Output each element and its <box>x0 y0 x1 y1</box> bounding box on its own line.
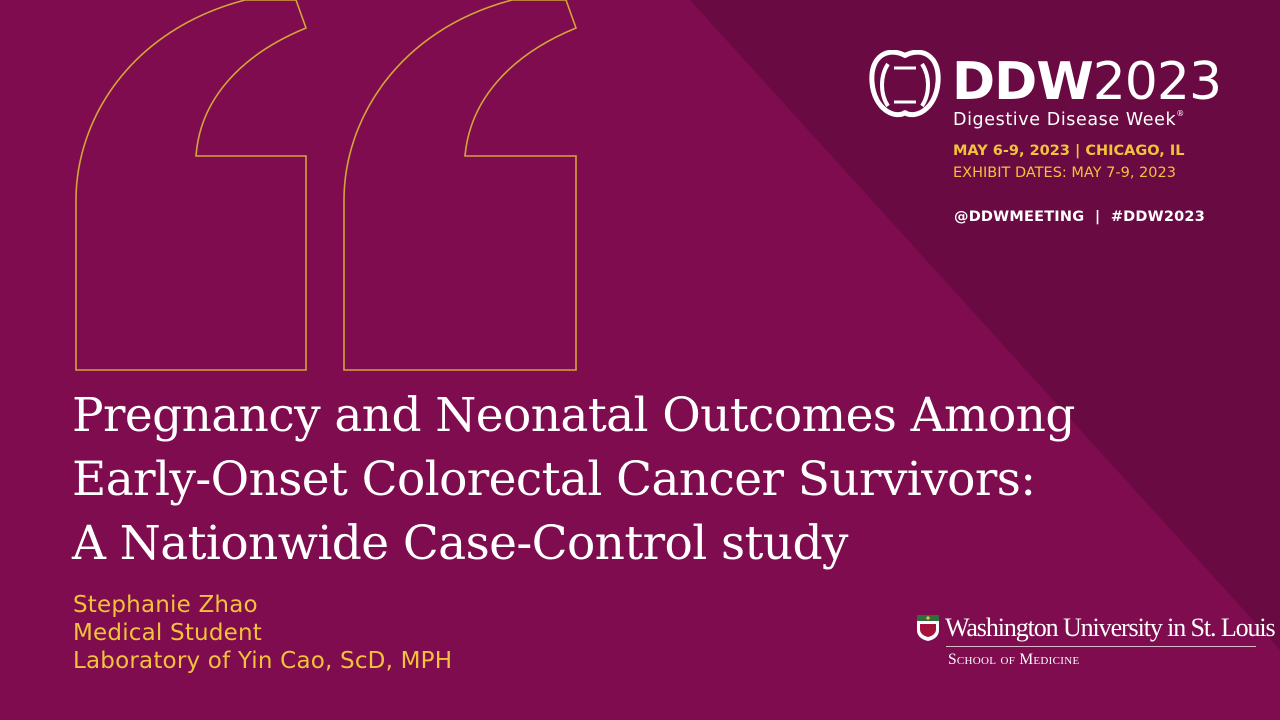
title-line: Pregnancy and Neonatal Outcomes Among <box>72 388 1075 443</box>
ddw-emblem-icon <box>869 50 941 118</box>
university-shield-icon <box>917 615 939 641</box>
social-handles: @DDWMEETING | #DDW2023 <box>954 209 1205 225</box>
institution-school: School of Medicine <box>948 651 1080 668</box>
exhibit-dates: EXHIBIT DATES: MAY 7-9, 2023 <box>953 165 1176 181</box>
divider <box>946 646 1256 647</box>
institution-name: Washington University in St. Louis <box>945 613 1276 642</box>
title-line: Early-Onset Colorectal Cancer Survivors: <box>72 452 1036 507</box>
quotation-mark-icon <box>75 0 578 371</box>
presenter-role: Medical Student <box>73 620 262 646</box>
presenter-info: Stephanie Zhao Medical Student Laborator… <box>73 591 452 675</box>
presentation-title: Pregnancy and Neonatal Outcomes Among Ea… <box>72 384 1232 576</box>
ddw-logo: DDW2023 Digestive Disease Week® <box>866 50 1246 130</box>
ddw-subtitle: Digestive Disease Week® <box>953 109 1185 131</box>
presenter-lab: Laboratory of Yin Cao, ScD, MPH <box>73 648 453 674</box>
presenter-name: Stephanie Zhao <box>73 592 258 618</box>
event-dates: MAY 6-9, 2023 | CHICAGO, IL <box>953 143 1185 159</box>
title-line: A Nationwide Case-Control study <box>72 516 848 571</box>
institution-logo: Washington University in St. Louis Schoo… <box>916 612 1276 672</box>
ddw-wordmark: DDW2023 <box>952 52 1222 112</box>
